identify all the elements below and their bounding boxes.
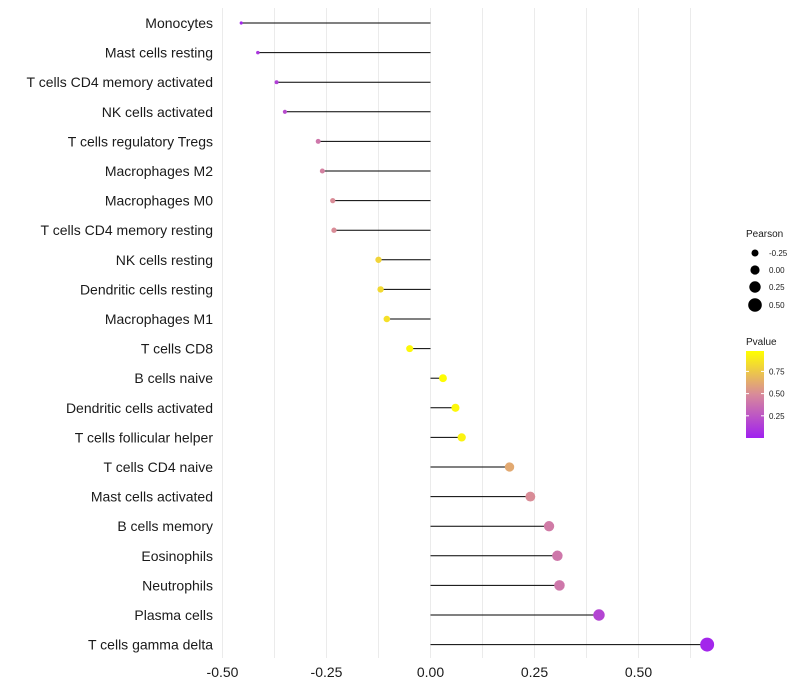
category-label: Monocytes — [145, 15, 213, 31]
category-label: B cells memory — [117, 518, 213, 534]
category-label: NK cells resting — [116, 252, 213, 268]
category-label: T cells CD4 naive — [104, 459, 214, 475]
category-label: NK cells activated — [102, 104, 213, 120]
category-labels: Monocytes Mast cells resting T cells CD4 m… — [27, 15, 214, 653]
size-legend-label: 0.50 — [769, 301, 785, 310]
color-legend-label: 0.25 — [769, 412, 785, 421]
data-point — [552, 550, 563, 562]
size-legend-key — [748, 298, 762, 312]
category-label: T cells CD4 memory resting — [41, 222, 213, 238]
category-label: T cells CD4 memory activated — [27, 74, 213, 90]
category-label: Macrophages M2 — [105, 163, 213, 179]
data-point — [383, 315, 391, 323]
data-point — [239, 21, 243, 25]
data-point — [451, 403, 460, 412]
color-legend-title: Pvalue — [746, 337, 777, 348]
data-point — [256, 50, 260, 55]
category-label: Mast cells activated — [91, 489, 213, 505]
category-label: Macrophages M1 — [105, 311, 213, 327]
data-point — [330, 197, 336, 204]
size-legend-key — [749, 281, 761, 293]
x-tick-label: 0.50 — [625, 664, 652, 680]
data-point — [274, 80, 279, 85]
x-tick-label: -0.50 — [207, 664, 239, 680]
grid-layer — [222, 8, 691, 658]
data-point — [406, 345, 414, 353]
stem-layer — [241, 22, 708, 646]
category-label: T cells CD8 — [141, 341, 213, 357]
category-label: Mast cells resting — [105, 45, 213, 61]
data-point — [525, 491, 536, 502]
size-legend-label: 0.25 — [769, 283, 785, 292]
category-label: Eosinophils — [141, 548, 213, 564]
data-point — [554, 580, 565, 591]
category-label: Plasma cells — [134, 607, 213, 623]
legend: Pearson Pvalue -0.25 0.00 0.25 0.50 0.75 0.50… — [746, 229, 788, 438]
x-tick-label: -0.25 — [311, 664, 343, 680]
category-label: Dendritic cells resting — [80, 281, 213, 297]
data-point — [439, 374, 447, 383]
x-tick-label: 0.25 — [521, 664, 548, 680]
data-point — [700, 637, 715, 652]
data-point — [315, 138, 321, 144]
color-legend-bar — [746, 351, 764, 438]
data-point — [457, 433, 466, 442]
data-point — [331, 227, 337, 233]
category-label: B cells naive — [134, 370, 213, 386]
data-point — [543, 521, 555, 532]
data-point — [377, 286, 384, 293]
color-legend-label: 0.75 — [769, 367, 785, 376]
size-legend-key — [751, 249, 759, 257]
category-label: T cells regulatory Tregs — [68, 133, 213, 149]
category-label: Neutrophils — [142, 577, 213, 593]
category-label: T cells gamma delta — [88, 637, 213, 653]
category-label: T cells follicular helper — [75, 429, 214, 445]
size-legend-label: 0.00 — [769, 266, 785, 275]
point-layer — [239, 21, 715, 652]
x-axis-tick-labels: -0.50 -0.25 0.00 0.25 0.50 — [207, 664, 653, 680]
category-label: Dendritic cells activated — [66, 400, 213, 416]
size-legend-label: -0.25 — [769, 249, 788, 258]
category-label: Macrophages M0 — [105, 193, 213, 209]
x-tick-label: 0.00 — [417, 664, 444, 680]
data-point — [282, 109, 287, 114]
data-point — [593, 609, 605, 621]
data-point — [319, 168, 325, 174]
data-point — [504, 462, 515, 472]
data-point — [375, 256, 382, 263]
size-legend-key — [750, 265, 760, 275]
size-legend-title: Pearson — [746, 229, 783, 240]
color-legend-label: 0.50 — [769, 390, 785, 399]
